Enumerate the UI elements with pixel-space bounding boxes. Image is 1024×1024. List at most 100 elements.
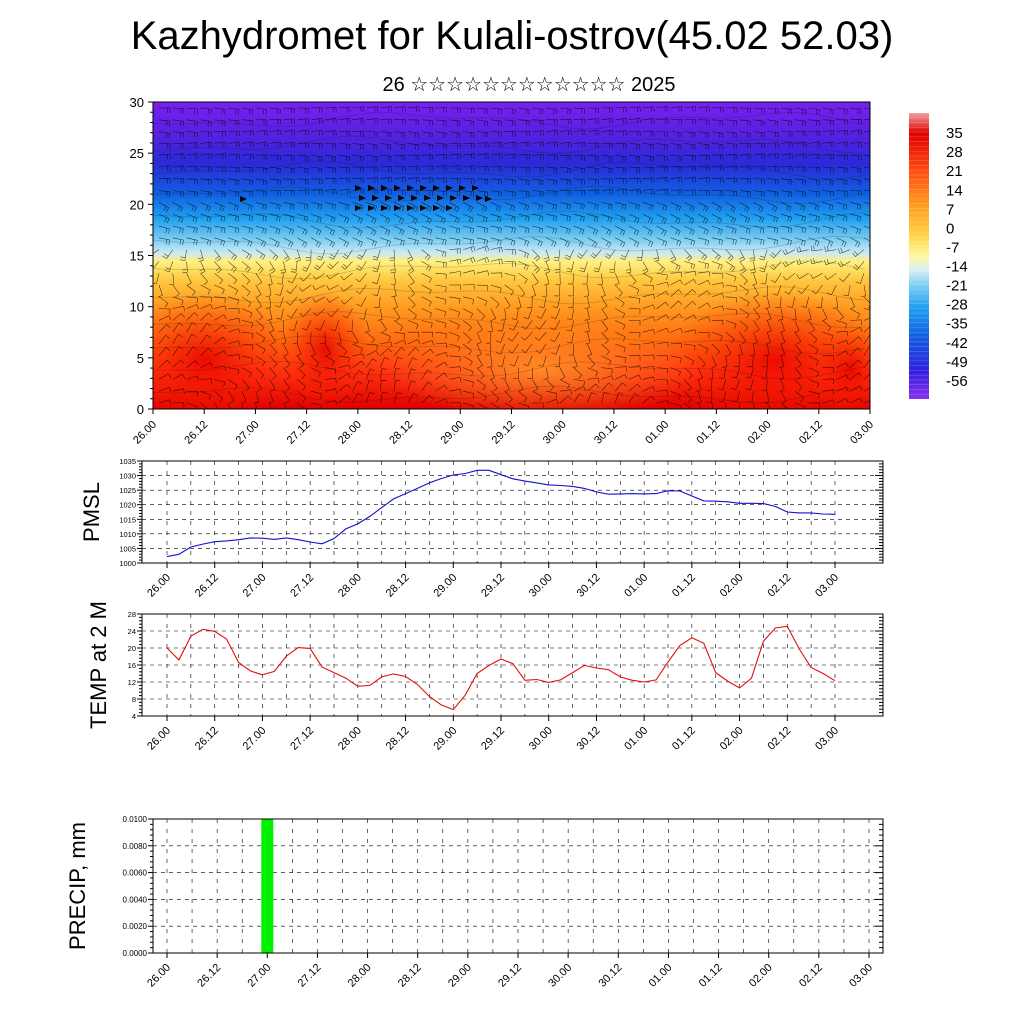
y-tick-label: 16: [128, 661, 136, 670]
contour-line: [153, 235, 866, 255]
panel-frame: [141, 460, 884, 564]
y-tick-label: 1015: [119, 515, 136, 524]
x-tick-label: 02.12: [765, 725, 793, 753]
contour-line: [153, 111, 866, 130]
wind-flag: [394, 185, 401, 191]
contour-line: [153, 260, 866, 280]
colorbar: 35 28 21 14 7 0 -7 -14 -21 -28 -35 -42 -49 -56: [909, 112, 968, 399]
y-tick-label: 0.0000: [123, 949, 148, 958]
x-tick-label: 30.00: [527, 725, 555, 753]
y-tick-label: 0.0040: [123, 895, 148, 904]
contour-line: [153, 135, 866, 154]
x-tick-label: 26.12: [193, 725, 221, 753]
temp-line: [166, 625, 836, 711]
colorbar-label: -7: [946, 239, 959, 256]
x-tick-label: 27.00: [241, 725, 269, 753]
cross-section-field: [153, 102, 870, 409]
wind-flag: [407, 205, 414, 211]
x-tick-label: 01.00: [622, 725, 650, 753]
x-tick-label: 03.00: [847, 962, 875, 990]
colorbar-label: -28: [946, 297, 968, 314]
wind-flag: [381, 185, 388, 191]
x-tick-label: 29.00: [438, 419, 466, 447]
x-tick-label: 26.00: [131, 419, 159, 447]
x-tick-label: 02.00: [746, 419, 774, 447]
x-tick-label: 27.00: [234, 419, 262, 447]
x-tick-label: 02.00: [718, 572, 746, 600]
wind-flag: [368, 185, 375, 191]
x-tick-label: 26.12: [182, 419, 210, 447]
y-tick-label: 20: [130, 197, 144, 212]
x-tick-label: 28.00: [336, 572, 364, 600]
x-tick-label: 30.12: [592, 419, 620, 447]
x-tick-label: 01.12: [670, 725, 698, 753]
colorbar-label: -14: [946, 259, 968, 276]
y-axis-title: PRECIP, mm: [65, 822, 90, 950]
wind-flag: [450, 195, 457, 201]
colorbar-label: -21: [946, 278, 968, 295]
y-tick-label: 0.0080: [123, 842, 148, 851]
y-tick-label: 1000: [119, 559, 136, 568]
warm-region: [810, 325, 870, 409]
x-tick-label: 27.00: [241, 572, 269, 600]
x-tick-label: 30.12: [575, 572, 603, 600]
x-tick-label: 01.00: [622, 572, 650, 600]
x-tick-label: 28.00: [346, 962, 374, 990]
x-tick-label: 03.00: [813, 572, 841, 600]
wind-flag: [394, 205, 401, 211]
x-tick-label: 02.00: [718, 725, 746, 753]
colorbar-label: -42: [946, 335, 968, 352]
pmsl-line: [166, 469, 836, 558]
colorbar-label: -35: [946, 316, 968, 333]
warm-region: [280, 290, 370, 409]
x-tick-label: 29.12: [479, 572, 507, 600]
colorbar-label: 21: [946, 163, 963, 180]
x-tick-label: 01.00: [643, 419, 671, 447]
y-tick-label: 28: [128, 610, 136, 619]
wind-flag: [381, 205, 388, 211]
colorbar-label: 28: [946, 144, 963, 161]
y-tick-label: 30: [130, 95, 144, 110]
x-tick-label: 02.00: [747, 962, 775, 990]
wind-flag: [411, 195, 418, 201]
y-tick-label: 4: [132, 712, 136, 721]
wind-flag: [446, 205, 453, 211]
x-tick-label: 26.12: [193, 572, 221, 600]
x-tick-label: 27.12: [288, 725, 316, 753]
y-tick-label: 24: [128, 627, 136, 636]
x-tick-label: 30.12: [596, 962, 624, 990]
y-tick-label: 15: [130, 249, 144, 264]
x-tick-label: 29.00: [446, 962, 474, 990]
cross-section-panel: 0 5 10 15 20 25 30 26.00 26.12 27.00 27.12 28.00 28.…: [130, 95, 877, 447]
wind-flag: [240, 196, 247, 202]
wind-flag: [368, 205, 375, 211]
contour-line: [153, 360, 866, 380]
x-tick-label: 29.12: [479, 725, 507, 753]
x-tick-label: 26.00: [145, 572, 173, 600]
wind-flag: [485, 196, 492, 202]
x-tick-label: 30.00: [527, 572, 555, 600]
y-tick-label: 1005: [119, 544, 136, 553]
y-tick-label: 12: [128, 678, 136, 687]
x-tick-label: 28.12: [384, 725, 412, 753]
x-tick-label: 30.00: [546, 962, 574, 990]
wind-flag: [437, 195, 444, 201]
colorbar-label: 0: [946, 220, 954, 237]
x-tick-label: 01.00: [647, 962, 675, 990]
precip-bar: [261, 819, 274, 953]
wind-flag: [398, 195, 405, 201]
contour-line: [153, 335, 866, 355]
x-tick-label: 29.12: [490, 419, 518, 447]
y-tick-label: 10: [130, 300, 144, 315]
colorbar-label: -49: [946, 354, 968, 371]
wind-flag: [420, 185, 427, 191]
pmsl-panel: 1000 1005 1010 1015 1020 1025 1030 1035 26.00 26.…: [79, 457, 884, 600]
x-tick-label: 26.00: [145, 962, 173, 990]
wind-flag: [355, 205, 362, 211]
x-tick-label: 29.12: [496, 962, 524, 990]
x-tick-label: 28.12: [387, 419, 415, 447]
y-axis-title: TEMP at 2 M: [86, 601, 111, 729]
y-tick-label: 0.0100: [123, 815, 148, 824]
colorbar-label: -56: [946, 373, 968, 390]
x-tick-label: 27.12: [288, 572, 316, 600]
